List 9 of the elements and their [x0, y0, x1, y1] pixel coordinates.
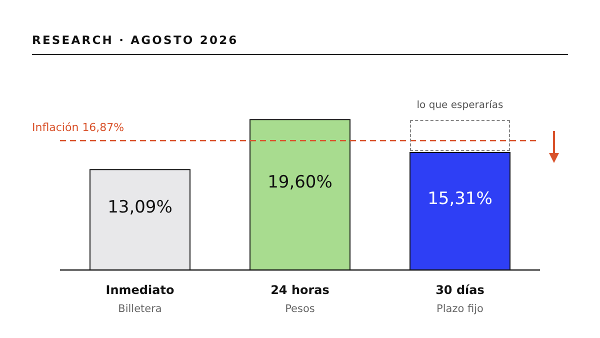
- ref-line-label: Inflación 16,87%: [32, 120, 124, 134]
- x-tick-label: Inmediato Billetera: [106, 283, 174, 315]
- x-tick-label: 30 días Plazo fijo: [436, 283, 484, 315]
- chart-title: RESEARCH · AGOSTO 2026: [32, 33, 238, 47]
- data-label: 19,60%: [268, 172, 332, 192]
- text: lo que esperarías: [416, 100, 504, 111]
- x-tick-label: 24 horas Pesos: [270, 283, 330, 315]
- data-label: 13,09%: [108, 197, 172, 218]
- data-label: 15,31%: [428, 188, 492, 209]
